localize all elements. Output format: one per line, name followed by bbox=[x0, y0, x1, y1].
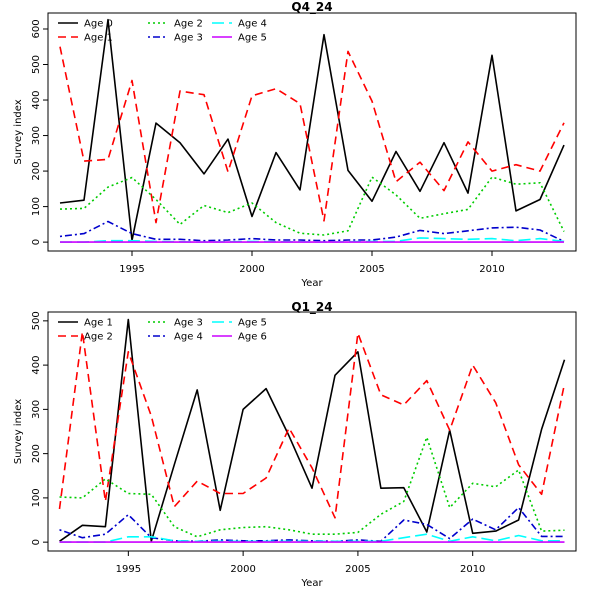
x-tick-label: 2010 bbox=[460, 564, 485, 575]
legend-label: Age 5 bbox=[238, 318, 267, 329]
plot-frame bbox=[47, 311, 577, 552]
y-tick-label: 200 bbox=[31, 162, 42, 181]
legend-label: Age 3 bbox=[174, 318, 203, 329]
chart-panel-0: Q4_24 1995 2000 2005 2010 0 100 200 300 400 500 600… bbox=[13, 0, 577, 289]
legend-label: Age 4 bbox=[174, 332, 203, 343]
series-line-age-1 bbox=[59, 46, 565, 224]
y-tick-label: 400 bbox=[31, 356, 42, 375]
legend-label: Age 0 bbox=[84, 19, 113, 30]
legend-label: Age 2 bbox=[174, 19, 203, 30]
series-line-age-4 bbox=[59, 506, 565, 543]
x-tick-label: 1995 bbox=[119, 264, 144, 275]
y-tick-label: 400 bbox=[31, 90, 42, 109]
y-tick-label: 0 bbox=[31, 539, 42, 545]
x-tick-label: 2005 bbox=[345, 564, 370, 575]
legend-label: Age 1 bbox=[84, 318, 113, 329]
y-tick-label: 300 bbox=[31, 126, 42, 145]
x-tick-label: 1995 bbox=[116, 564, 141, 575]
y-tick-label: 200 bbox=[31, 444, 42, 463]
y-tick-label: 100 bbox=[31, 488, 42, 507]
x-tick-label: 2005 bbox=[359, 264, 384, 275]
y-tick-label: 300 bbox=[31, 400, 42, 419]
legend-label: Age 4 bbox=[238, 19, 267, 30]
y-axis-label: Survey index bbox=[13, 399, 24, 464]
y-tick-label: 100 bbox=[31, 197, 42, 216]
series-line-age-3 bbox=[59, 220, 565, 243]
x-axis-label: Year bbox=[300, 578, 323, 589]
plot-frame bbox=[47, 12, 577, 252]
x-tick-label: 2010 bbox=[479, 264, 504, 275]
legend-label: Age 2 bbox=[84, 332, 113, 343]
series-line-age-1 bbox=[59, 318, 566, 543]
legend-label: Age 5 bbox=[238, 33, 267, 44]
series-line-age-3 bbox=[59, 436, 565, 538]
series-line-age-2 bbox=[58, 331, 566, 519]
y-tick-label: 500 bbox=[31, 311, 42, 330]
x-tick-label: 2000 bbox=[239, 264, 264, 275]
series-line-age-0 bbox=[59, 18, 565, 242]
legend-label: Age 3 bbox=[174, 33, 203, 44]
chart-title: Q4_24 bbox=[291, 0, 332, 15]
legend-label: Age 1 bbox=[84, 33, 113, 44]
x-tick-label: 2000 bbox=[230, 564, 255, 575]
legend-label: Age 6 bbox=[238, 332, 267, 343]
chart-title: Q1_24 bbox=[291, 300, 332, 315]
y-tick-label: 600 bbox=[31, 19, 42, 38]
y-axis-label: Survey index bbox=[13, 99, 24, 164]
y-tick-label: 500 bbox=[31, 55, 42, 74]
y-tick-label: 0 bbox=[31, 239, 42, 245]
x-axis-label: Year bbox=[300, 278, 323, 289]
chart-panel-1: Q1_24 1995 2000 2005 2010 0 100 200 300 400 500 Yea… bbox=[13, 300, 577, 589]
